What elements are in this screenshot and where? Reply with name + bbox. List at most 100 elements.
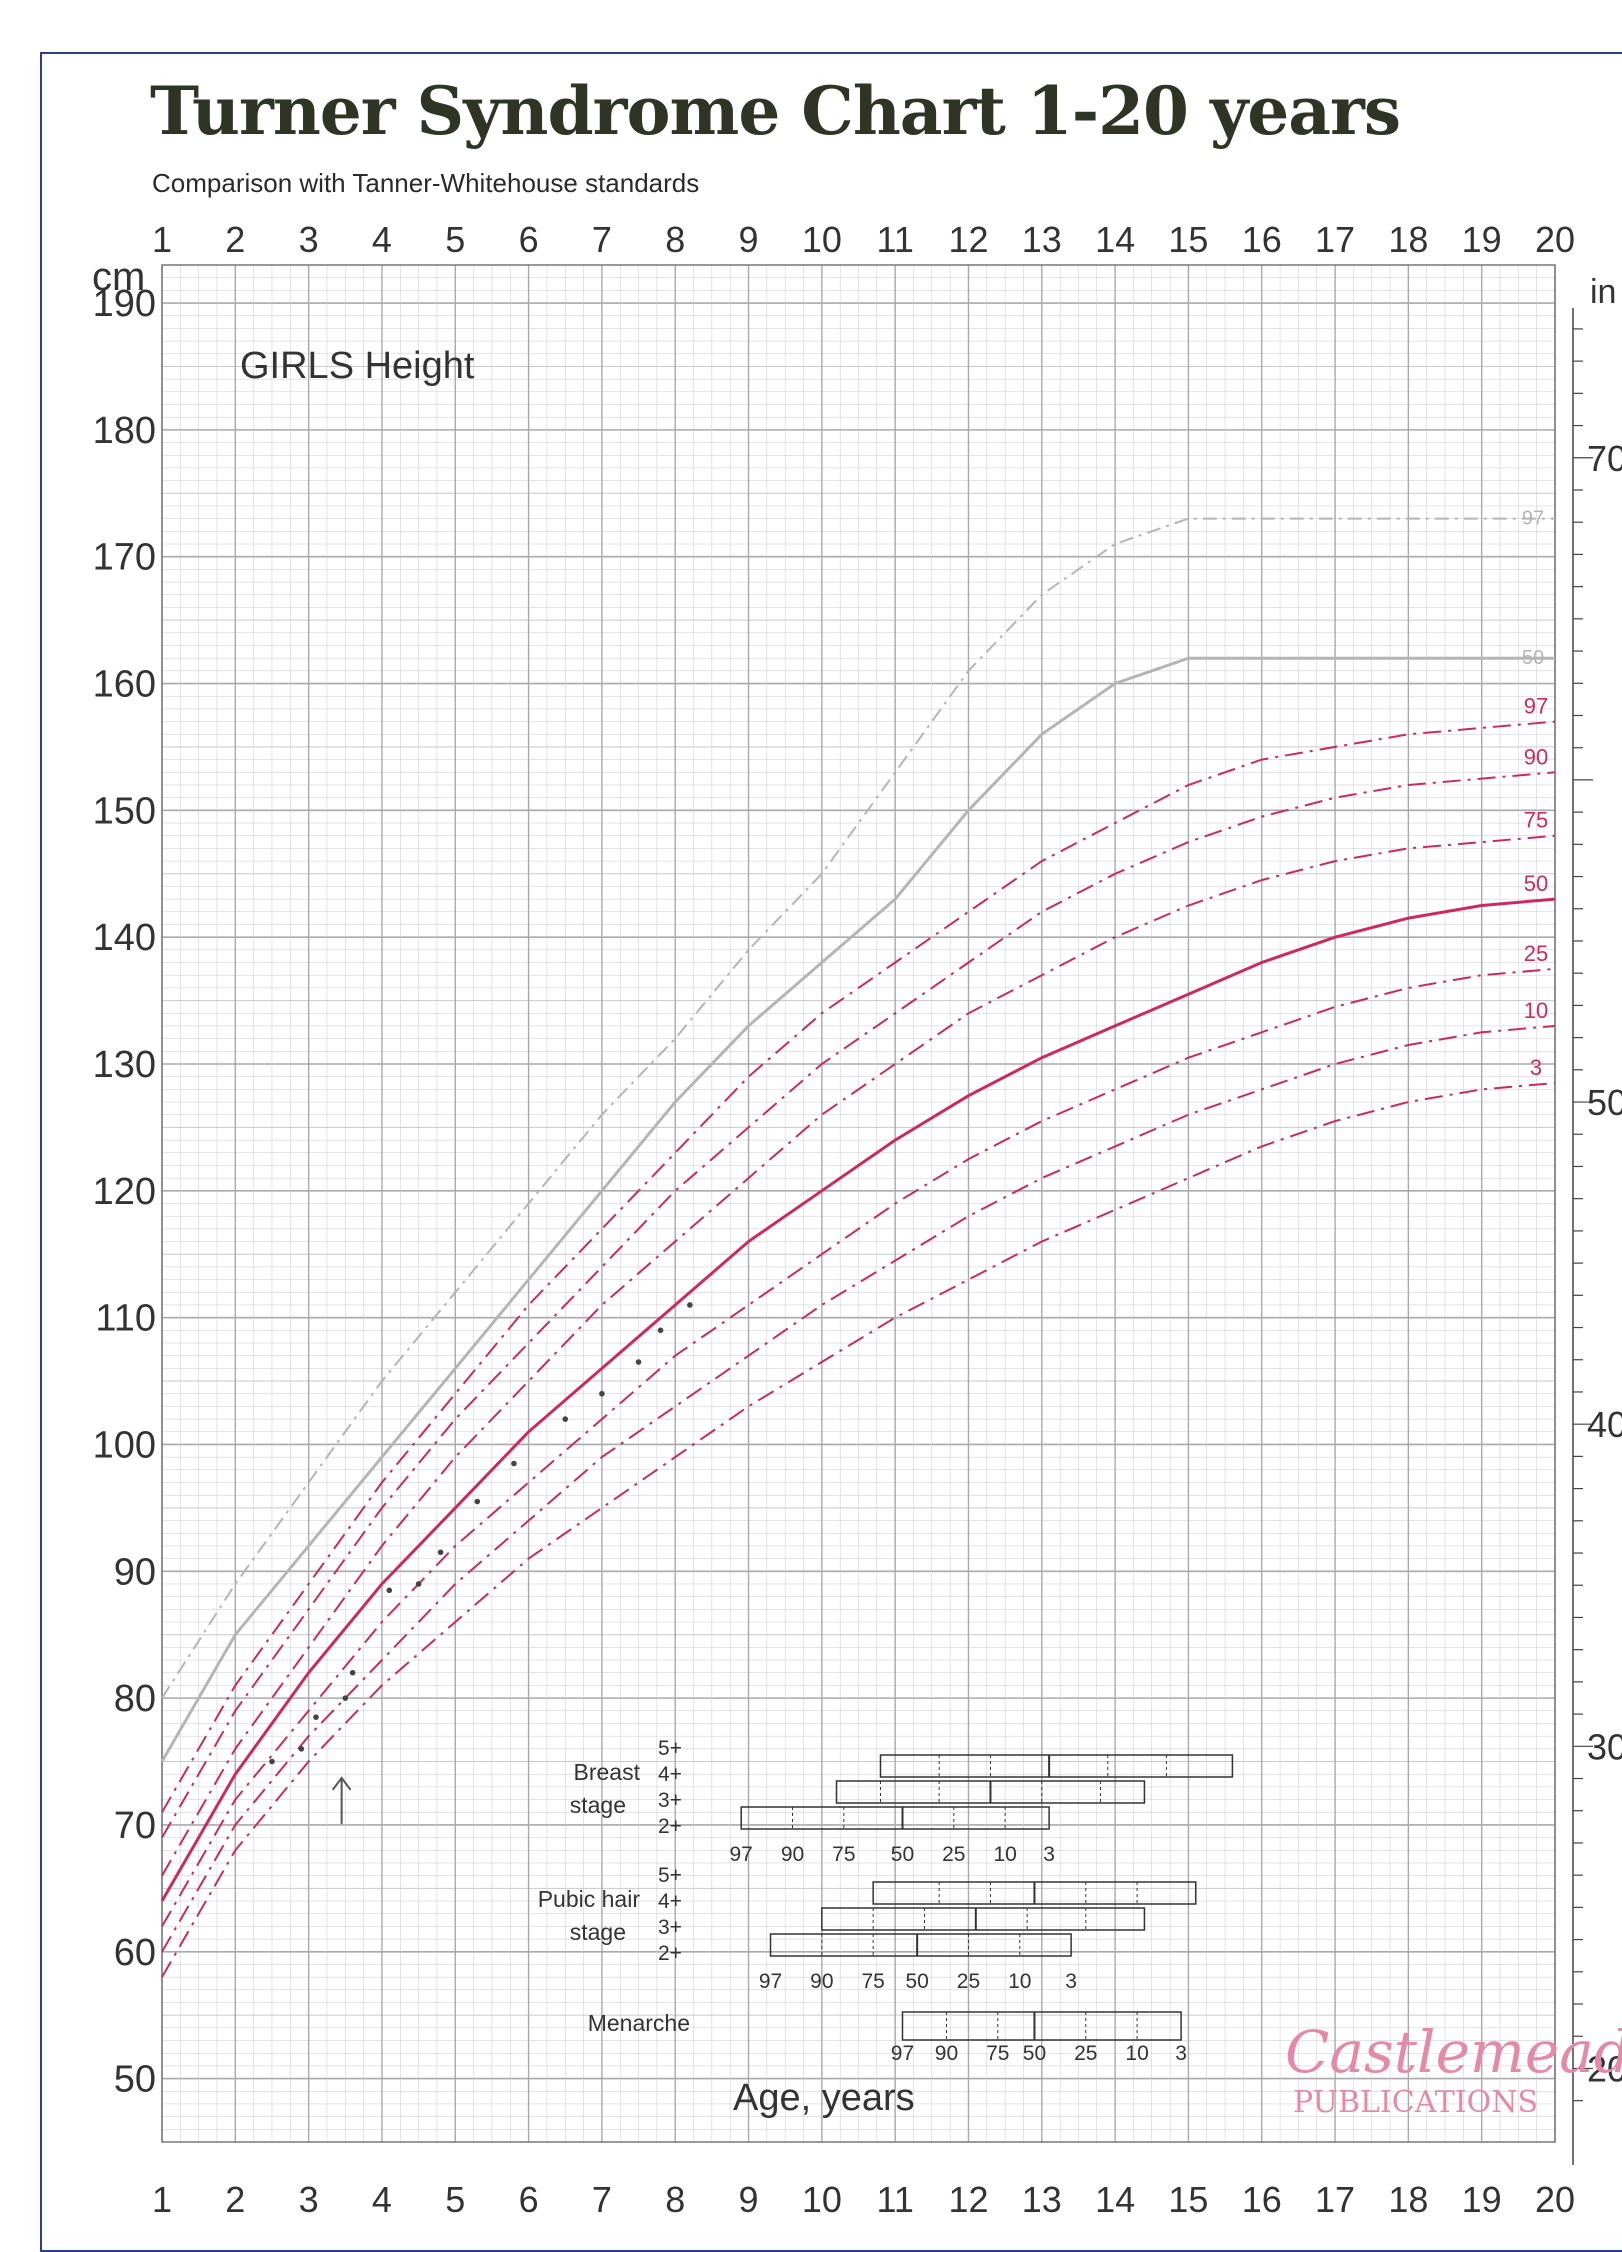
inch-tick-label: 50 bbox=[1587, 1082, 1622, 1123]
y-tick-label: 160 bbox=[93, 664, 156, 706]
pubic-hair-scale-label: 75 bbox=[861, 1970, 884, 1993]
x-tick-label-top: 6 bbox=[519, 219, 539, 260]
patient-point bbox=[474, 1498, 481, 1505]
x-tick-label-bottom: 2 bbox=[225, 2179, 245, 2220]
patient-point bbox=[635, 1359, 642, 1365]
pubic-hair-label-line2: stage bbox=[570, 1919, 626, 1945]
y-tick-label: 50 bbox=[114, 2059, 156, 2101]
breast-scale-label: 75 bbox=[832, 1843, 855, 1866]
x-tick-label-bottom: 16 bbox=[1242, 2179, 1282, 2220]
normal-centile-97 bbox=[161, 517, 1555, 1699]
x-tick-label-top: 18 bbox=[1388, 219, 1428, 260]
x-tick-label-bottom: 14 bbox=[1095, 2179, 1135, 2220]
turner-centile-label-3: 3 bbox=[1530, 1055, 1542, 1080]
menarche-scale-label: 75 bbox=[986, 2042, 1009, 2065]
x-tick-label-top: 16 bbox=[1242, 219, 1282, 260]
normal-centile-label-97: 97 bbox=[1522, 508, 1544, 530]
x-tick-label-top: 14 bbox=[1095, 219, 1135, 260]
turner-centile-97 bbox=[161, 720, 1556, 1813]
x-tick-label-bottom: 5 bbox=[445, 2179, 465, 2220]
patient-point bbox=[437, 1549, 444, 1556]
patient-point bbox=[657, 1327, 664, 1334]
turner-centile-label-97: 97 bbox=[1524, 694, 1548, 719]
pubic-hair-label-line1: Pubic hair bbox=[538, 1886, 641, 1912]
normal-centile-curves: 97 50 bbox=[160, 508, 1555, 1763]
x-tick-label-bottom: 17 bbox=[1315, 2179, 1355, 2220]
x-tick-label-top: 15 bbox=[1168, 219, 1208, 260]
menarche-bar bbox=[901, 2011, 1182, 2041]
x-tick-label-top: 8 bbox=[665, 219, 685, 260]
x-tick-label-top: 5 bbox=[445, 219, 465, 260]
x-tick-label-top: 13 bbox=[1022, 219, 1062, 260]
pubic-hair-scale-label: 10 bbox=[1008, 1970, 1031, 1993]
x-tick-label-bottom: 8 bbox=[665, 2179, 685, 2220]
turner-centile-50 bbox=[160, 897, 1556, 1902]
plot-border bbox=[161, 264, 1556, 2143]
turner-centile-25 bbox=[161, 967, 1556, 1927]
breast-scale-label: 25 bbox=[942, 1843, 965, 1866]
y-tick-label: 100 bbox=[93, 1424, 156, 1466]
x-axis-label: Age, years bbox=[733, 2077, 915, 2119]
inch-tick-label: 70 bbox=[1587, 438, 1622, 479]
y-tick-label: 70 bbox=[114, 1805, 156, 1847]
pubic-hair-scale-label: 97 bbox=[759, 1970, 782, 1993]
x-tick-label-bottom: 1 bbox=[152, 2179, 172, 2220]
x-tick-label-top: 12 bbox=[948, 219, 988, 260]
turner-centile-curves: 97 90 75 50 25 10 3 bbox=[160, 694, 1556, 1978]
turner-centile-3 bbox=[161, 1082, 1556, 1978]
x-tick-label-bottom: 18 bbox=[1388, 2179, 1428, 2220]
pubic-hair-bar-3+ bbox=[821, 1907, 1146, 1931]
x-tick-label-bottom: 10 bbox=[802, 2179, 842, 2220]
turner-centile-label-25: 25 bbox=[1524, 941, 1548, 966]
x-tick-label-top: 10 bbox=[802, 219, 842, 260]
axes: 1122334455667788991010111112121313141415… bbox=[93, 219, 1622, 2220]
pubic-hair-scale-label: 3 bbox=[1065, 1970, 1077, 1993]
pubic-hair-scale-label: 90 bbox=[810, 1970, 833, 1993]
patient-point bbox=[342, 1695, 349, 1701]
x-tick-label-top: 17 bbox=[1315, 219, 1355, 260]
breast-label-line2: stage bbox=[570, 1792, 626, 1818]
breast-stage-label: 2+ bbox=[658, 1815, 682, 1838]
y-tick-label: 60 bbox=[114, 1932, 156, 1974]
patient-point bbox=[298, 1746, 305, 1752]
patient-point bbox=[269, 1758, 275, 1765]
page-subtitle: Comparison with Tanner-Whitehouse standa… bbox=[152, 168, 700, 198]
patient-measurements bbox=[269, 1302, 693, 1824]
y-tick-label: 170 bbox=[93, 537, 156, 579]
y-axis-unit-cm: cm bbox=[92, 255, 145, 299]
pubic-hair-stage-label: 4+ bbox=[658, 1890, 682, 1913]
publisher-subtitle: PUBLICATIONS bbox=[1293, 2085, 1538, 2120]
y-tick-label: 180 bbox=[93, 410, 156, 452]
breast-scale-label: 97 bbox=[730, 1843, 753, 1866]
y-tick-label: 90 bbox=[114, 1551, 156, 1593]
x-tick-label-top: 9 bbox=[739, 219, 759, 260]
pubic-hair-scale-label: 50 bbox=[905, 1970, 928, 1993]
x-tick-label-top: 3 bbox=[299, 219, 319, 260]
publisher-name: Castlemead bbox=[1285, 2018, 1622, 2086]
patient-point bbox=[687, 1302, 693, 1308]
turner-centile-label-75: 75 bbox=[1524, 808, 1548, 833]
turner-centile-label-10: 10 bbox=[1524, 998, 1548, 1023]
x-tick-label-top: 19 bbox=[1462, 219, 1502, 260]
breast-scale-label: 50 bbox=[891, 1843, 914, 1866]
patient-point bbox=[511, 1460, 517, 1467]
chart-title: GIRLS Height bbox=[240, 345, 475, 387]
pubic-hair-scale-label: 25 bbox=[957, 1970, 980, 1993]
page-title: Turner Syndrome Chart 1-20 years bbox=[150, 72, 1401, 150]
pubic-hair-bar-2+ bbox=[769, 1933, 1072, 1957]
x-tick-label-top: 1 bbox=[152, 219, 172, 260]
x-tick-label-top: 20 bbox=[1535, 219, 1575, 260]
inch-tick-label: 30 bbox=[1587, 1726, 1622, 1767]
pubic-hair-stage-label: 3+ bbox=[658, 1916, 682, 1939]
breast-stage-label: 3+ bbox=[658, 1789, 682, 1812]
x-tick-label-bottom: 4 bbox=[372, 2179, 392, 2220]
breast-scale-label: 3 bbox=[1043, 1843, 1055, 1866]
menarche-scale-label: 10 bbox=[1125, 2042, 1148, 2065]
x-tick-label-bottom: 6 bbox=[519, 2179, 539, 2220]
patient-point bbox=[386, 1587, 393, 1594]
pubic-hair-stage-label: 5+ bbox=[658, 1864, 682, 1887]
x-tick-label-top: 11 bbox=[876, 219, 913, 260]
y-tick-label: 120 bbox=[93, 1171, 156, 1213]
grid bbox=[161, 264, 1556, 2143]
